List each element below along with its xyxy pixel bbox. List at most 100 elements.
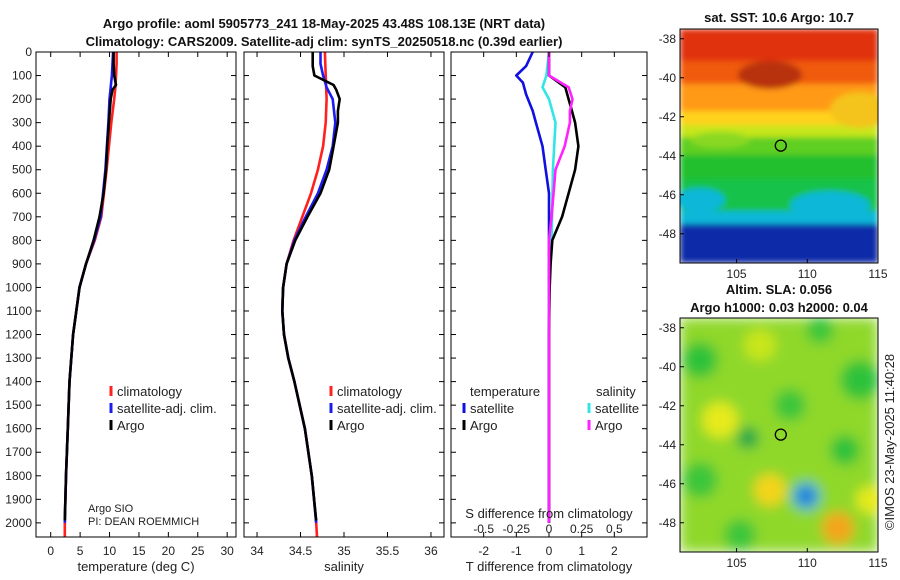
legend-label-satellite: satellite-adj. clim. [117,401,217,416]
sla-heatmap [680,318,878,552]
x-tick-label: 34 [250,544,264,558]
y-tick-label: -42 [659,110,677,124]
s-difference-label: S difference from climatology [465,506,633,521]
x-tick-label: 110 [798,267,817,281]
y-tick-label: 1000 [5,280,32,294]
legend-label-sal-satellite: satellite [595,401,639,416]
y-tick-label: 2000 [5,516,32,530]
sla-map-title-1: Altim. SLA: 0.056 [726,282,832,297]
y-tick-label: 400 [12,139,32,153]
y-tick-label: -40 [659,360,677,374]
salinity-panel: 34 34.5 35 35.5 36 climatology satellite-adj… [243,51,445,574]
y-tick-label: 900 [12,257,32,271]
title-line-1: Argo profile: aoml 5905773_241 18-May-20… [103,16,545,31]
series-line-salinity-argo [547,52,574,523]
legend-label-climatology: climatology [117,384,183,399]
x-tick-label: 0 [47,544,54,558]
salinity-legend: climatology satellite-adj. clim. Argo [329,384,437,433]
x-tick-label: -2 [478,544,489,558]
legend-title-salinity: salinity [596,384,636,399]
y-tick-label: 500 [12,163,32,177]
t-difference-label: T difference from climatology [466,559,633,574]
x-tick-label: 36 [424,544,438,558]
difference-legend: temperature salinity satellite Argo sate… [462,384,639,433]
y-tick-label: -46 [659,477,677,491]
argo-location-marker [774,139,787,152]
sla-map-frame [679,317,879,553]
legend-label-climatology: climatology [337,384,403,399]
x-tick-label: 115 [868,556,887,570]
y-tick-label: -48 [659,227,677,241]
footnote-line-2: PI: DEAN ROEMMICH [88,516,199,528]
x-tick-label: 15 [132,544,146,558]
difference-ticks: -2 -1 0 1 2 -0.5 -0.25 0 0.25 0.5 [451,51,647,558]
sst-map-ticks: 105 110 115 -38 -40 -42 -44 -46 -48 [659,32,888,281]
x-tick-label: 35.5 [376,544,400,558]
x-tick-label: 2 [611,544,618,558]
series-line-satellite-adj-clim- [63,51,115,523]
temperature-legend: climatology satellite-adj. clim. Argo [109,384,217,433]
y-tick-label: -38 [659,32,677,46]
sst-heatmap [680,29,878,263]
y-tick-label: 600 [12,186,32,200]
x-tick-label: 115 [868,267,887,281]
s-tick-label: 0.25 [570,522,594,536]
legend-label-argo: Argo [117,418,144,433]
x-tick-label: 105 [727,556,747,570]
y-tick-label: 1900 [5,492,32,506]
difference-lines [514,51,580,523]
y-tick-label: 200 [12,92,32,106]
y-tick-label: 1200 [5,328,32,342]
legend-label-temp-argo: Argo [470,418,497,433]
x-tick-label: 35 [337,544,351,558]
temperature-lines [63,51,118,537]
legend-title-temperature: temperature [470,384,540,399]
salinity-ticks: 34 34.5 35 35.5 36 [244,51,444,558]
y-tick-label: -46 [659,188,677,202]
y-tick-label: -44 [659,149,677,163]
x-tick-label: 34.5 [289,544,313,558]
series-line-climatology [280,51,328,538]
sst-map-panel: sat. SST: 10.6 Argo: 10.7 [659,10,888,281]
sla-map-panel: Altim. SLA: 0.056 Argo h1000: 0.03 h2000… [659,282,888,570]
footnote-line-1: Argo SIO [88,503,134,515]
salinity-xlabel: salinity [324,559,364,574]
salinity-lines [280,51,342,538]
sst-map-title: sat. SST: 10.6 Argo: 10.7 [704,10,854,25]
legend-label-temp-satellite: satellite [470,401,514,416]
s-tick-label: 0 [546,522,553,536]
temperature-axes-frame [35,51,237,538]
legend-label-sal-argo: Argo [595,418,622,433]
series-line-temperature-satellite [514,51,551,523]
difference-axes-frame [450,51,648,538]
x-tick-label: -1 [511,544,522,558]
title-line-2: Climatology: CARS2009. Satellite-adj cli… [86,34,563,49]
x-tick-label: 20 [162,544,176,558]
y-tick-label: -40 [659,71,677,85]
y-tick-label: -48 [659,516,677,530]
legend-label-satellite: satellite-adj. clim. [337,401,437,416]
legend-label-argo: Argo [337,418,364,433]
argo-location-marker [774,428,787,441]
sla-map-title-2: Argo h1000: 0.03 h2000: 0.04 [690,300,869,315]
s-tick-label: 0.5 [606,522,623,536]
x-tick-label: 10 [103,544,117,558]
x-tick-label: 1 [578,544,585,558]
y-tick-label: 1700 [5,445,32,459]
x-tick-label: 5 [77,544,84,558]
y-tick-label: 1500 [5,398,32,412]
x-tick-label: 110 [798,556,817,570]
salinity-axes-frame [243,51,445,538]
sst-map-frame [679,28,879,264]
series-line-argo [280,52,342,521]
difference-panel: -2 -1 0 1 2 -0.5 -0.25 0 0.25 0.5 temperature sal… [450,51,648,574]
x-tick-label: 0 [546,544,553,558]
x-tick-label: 30 [220,544,234,558]
series-line-temperature-argo [547,52,580,523]
y-tick-label: 1800 [5,469,32,483]
y-tick-label: 100 [12,69,32,83]
y-tick-label: 1100 [6,304,32,318]
s-tick-label: -0.25 [503,522,531,536]
y-tick-label: -38 [659,321,677,335]
